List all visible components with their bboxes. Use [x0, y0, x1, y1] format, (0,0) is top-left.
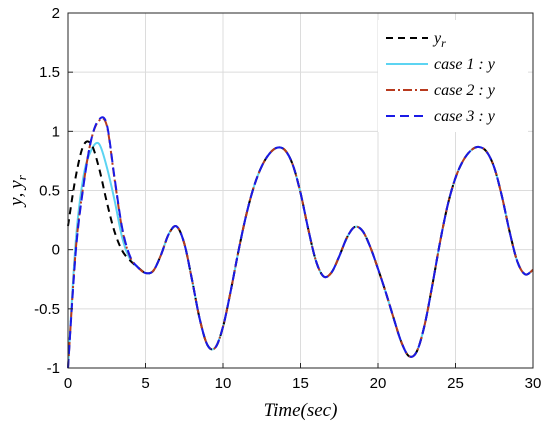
x-tick-label: 20	[370, 375, 387, 392]
y-tick-label: -1	[47, 360, 60, 377]
y-tick-label: 0.5	[39, 183, 60, 200]
y-tick-label: 2	[52, 5, 60, 22]
y-axis-label: y,yr	[6, 174, 29, 208]
series-line-3	[67, 116, 534, 369]
axis-ticks: 0 5 10 15 20 25 30 -1 -0.5 0 0.5 1 1.5 2	[34, 5, 541, 392]
x-tick-label: 5	[141, 375, 149, 392]
x-tick-label: 30	[525, 375, 542, 392]
y-tick-label: 0	[52, 242, 60, 259]
y-tick-label: -0.5	[34, 301, 60, 318]
x-axis-label: Time(sec)	[264, 400, 338, 421]
x-tick-label: 10	[215, 375, 232, 392]
y-tick-label: 1.5	[39, 64, 60, 81]
x-tick-label: 0	[64, 375, 72, 392]
svg-text:y,yr: y,yr	[6, 174, 29, 208]
legend-label: case 1 : y	[434, 56, 496, 73]
y-tick-label: 1	[52, 123, 60, 140]
x-tick-label: 15	[292, 375, 309, 392]
x-tick-label: 25	[447, 375, 464, 392]
series-lines	[67, 116, 534, 369]
legend-label: case 2 : y	[434, 82, 496, 99]
legend-label: case 3 : y	[434, 108, 496, 125]
